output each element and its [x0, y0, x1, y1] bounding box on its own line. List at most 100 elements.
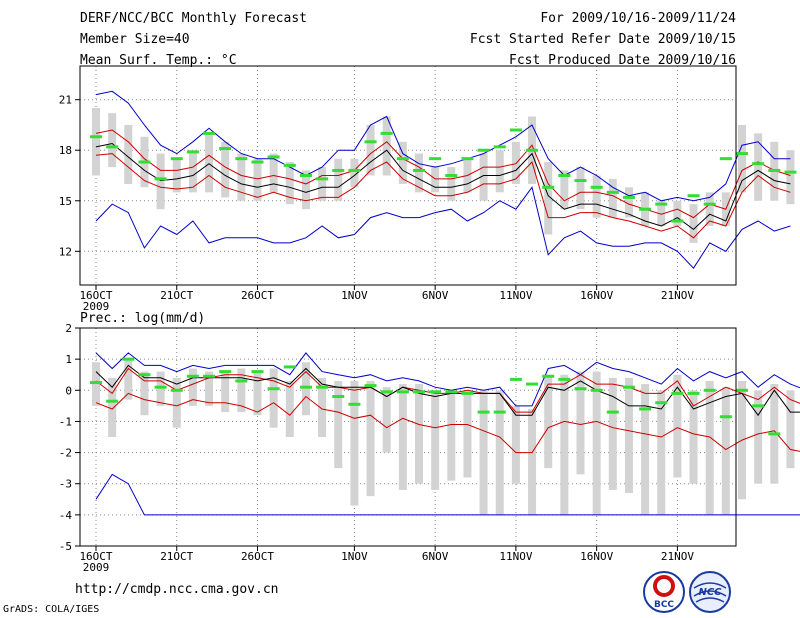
panel1-spread-box [334, 158, 343, 201]
panel2-observed-mark [122, 357, 135, 361]
panel2-observed-mark [316, 385, 329, 389]
panel2-y-tick-label: -4 [59, 509, 73, 522]
header-right: For 2009/10/16-2009/11/24 Fcst Started R… [470, 11, 736, 74]
panel1-observed-mark [719, 157, 732, 161]
panel1-spread-box [624, 187, 633, 218]
panel1-observed-mark [364, 140, 377, 144]
panel1-observed-mark [703, 202, 716, 206]
panel1-spread-box [495, 150, 504, 193]
panel1-observed-mark [154, 177, 167, 181]
panel1-spread-box [237, 153, 246, 201]
panel2-observed-mark [509, 377, 522, 381]
panel2-observed-mark [736, 388, 748, 392]
panel2-observed-mark [687, 391, 700, 395]
panel1-spread-box [92, 108, 100, 176]
panel2-observed-mark [719, 415, 732, 419]
panel1-observed-mark [380, 131, 393, 135]
panel2-observed-mark [170, 388, 183, 392]
start-date: Fcst Started Refer Date 2009/10/15 [469, 32, 736, 47]
panel2-y-tick-label: 0 [65, 384, 72, 397]
panel2-spread-box [253, 371, 262, 416]
panel1-observed-mark [316, 177, 329, 181]
panel1-spread-box [205, 133, 214, 193]
panel2-max-line [95, 352, 800, 407]
panel2-upper-line [95, 367, 800, 413]
panel2-spread-box [754, 390, 763, 484]
panel2-observed-mark [574, 387, 587, 391]
panel2-y-tick-label: -3 [59, 478, 72, 491]
panel2-observed-mark [364, 384, 377, 388]
panel2-observed-mark [558, 377, 571, 381]
panel1-spread-box [415, 153, 423, 193]
website-url[interactable]: http://cmdp.ncc.cma.gov.cn [75, 582, 279, 597]
panel1-observed-mark [170, 157, 183, 161]
panel2-x-tick-label: 16NOV [580, 550, 613, 563]
panel2-observed-mark [461, 391, 474, 395]
panel2-observed-mark [655, 401, 668, 405]
panel2-spread-box [108, 377, 117, 437]
panel1-spread-box [398, 141, 407, 184]
panel1-spread-box [608, 178, 617, 218]
panel1-spread-box [673, 200, 682, 227]
panel2-spread-box [447, 390, 456, 481]
panel1-observed-mark [348, 168, 361, 172]
panel1-observed-mark [671, 219, 684, 223]
panel2-observed-mark [348, 402, 361, 406]
panel1-y-tick-label: 21 [59, 94, 72, 107]
panel2-observed-mark [203, 374, 216, 378]
grads-credit: GrADS: COLA/IGES [3, 604, 100, 615]
panel2-spread-box [608, 377, 617, 490]
panel1-observed-mark [622, 195, 635, 199]
panel2-observed-mark [590, 388, 603, 392]
panel1-spread-box [560, 170, 569, 210]
panel1-lower-line [95, 153, 791, 239]
panel2-observed-mark [768, 432, 781, 436]
panel2-spread-box [188, 368, 197, 406]
panel2-spread-box [479, 390, 488, 515]
panel2-spread-box [156, 371, 165, 406]
panel2-observed-mark [90, 381, 102, 384]
panel2-observed-mark [186, 374, 199, 378]
panel2-spread-box [205, 371, 214, 406]
forecast-title: DERF/NCC/BCC Monthly Forecast [80, 11, 307, 26]
panel2-spread-box [382, 387, 391, 453]
panel1-spread-box [689, 204, 698, 243]
panel2-mean-line [95, 364, 800, 417]
panel1-observed-mark [332, 168, 345, 172]
forecast-period: For 2009/10/16-2009/11/24 [540, 11, 736, 26]
panel2-observed-mark [299, 385, 312, 389]
panel1-observed-mark [752, 162, 765, 166]
panel1-observed-mark [203, 131, 216, 135]
panel1-observed-mark [542, 185, 555, 189]
panel2-spread-box [624, 377, 633, 494]
panel1-observed-mark [493, 145, 506, 149]
panel2-spread-box [721, 387, 730, 515]
panel1-spread-box [754, 133, 763, 201]
panel1-x-tick-label: 16NOV [580, 289, 613, 302]
panel1-x-tick-label: 11NOV [499, 289, 532, 302]
panel1-mean-line [95, 142, 791, 231]
panel2-spread-box [657, 390, 666, 515]
panel1-observed-mark [558, 174, 571, 177]
panel2-spread-box [560, 374, 569, 515]
panel1-observed-mark [283, 163, 296, 167]
panel1-observed-mark [590, 185, 603, 189]
panel2-observed-mark [219, 370, 232, 374]
panel2-spread-box [544, 374, 553, 469]
panel1-spread-box [576, 167, 585, 210]
panel2-y-tick-label: -2 [59, 447, 72, 460]
panel1-observed-mark [736, 152, 748, 156]
panel2-observed-mark [429, 390, 442, 394]
panel1-x-tick-label: 21NOV [661, 289, 694, 302]
panel1-spread-box [366, 124, 375, 176]
panel2-x-tick-label: 26OCT [241, 550, 274, 563]
panel2-spread-box [495, 390, 504, 515]
panel1-x-tick-label: 6NOV [422, 289, 449, 302]
panel1-y-tick-label: 15 [59, 195, 72, 208]
panel1-observed-mark [106, 145, 119, 149]
panel2-spread-box [124, 359, 133, 400]
panel1-observed-mark [299, 174, 312, 177]
panel2-spread-box [786, 390, 795, 469]
panel2-x-tick-label: 21OCT [160, 550, 193, 563]
